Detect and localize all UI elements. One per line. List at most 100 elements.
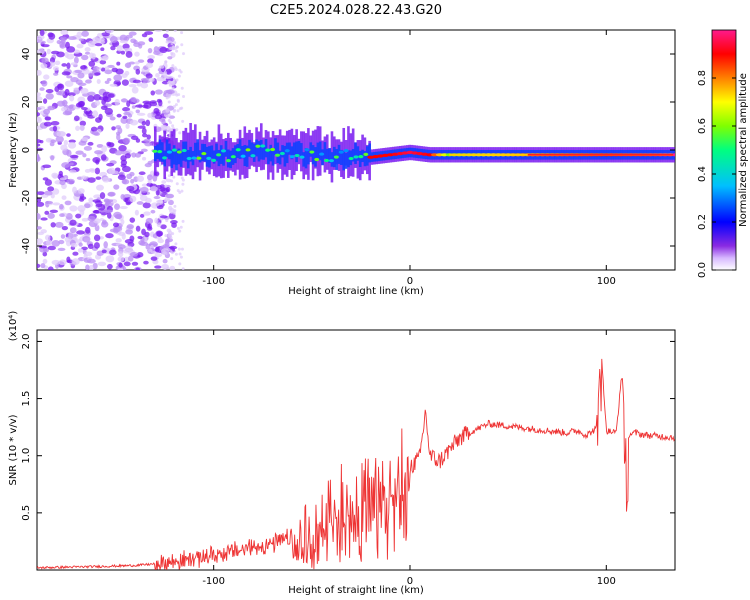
noise-point xyxy=(145,197,152,204)
noise-point xyxy=(174,252,178,256)
noise-point xyxy=(106,162,115,167)
noise-point xyxy=(81,106,88,111)
noise-point xyxy=(43,108,51,115)
signal-band xyxy=(165,139,169,158)
noise-point xyxy=(92,66,97,74)
noise-point xyxy=(164,184,168,188)
noise-point xyxy=(68,231,75,239)
noise-point xyxy=(175,78,179,82)
noise-point xyxy=(167,80,171,84)
noise-point xyxy=(66,133,71,137)
noise-point xyxy=(37,213,41,220)
snr-y-tick-label: 0.5 xyxy=(21,505,32,521)
noise-point xyxy=(120,193,125,200)
signal-band xyxy=(356,146,360,161)
noise-point xyxy=(160,224,167,230)
noise-point xyxy=(85,109,93,117)
noise-point xyxy=(87,91,96,96)
noise-point xyxy=(163,267,167,270)
noise-point xyxy=(135,267,141,270)
noise-point xyxy=(69,162,74,166)
spectrogram-x-tick-label: 0 xyxy=(407,276,413,287)
signal-band xyxy=(328,148,331,163)
noise-point xyxy=(80,87,89,95)
noise-point xyxy=(119,206,128,210)
noise-point xyxy=(60,30,69,36)
noise-point xyxy=(65,41,70,49)
noise-point xyxy=(128,31,137,36)
noise-point xyxy=(59,213,65,218)
noise-point xyxy=(50,222,56,228)
noise-point xyxy=(180,43,184,47)
noise-point xyxy=(43,121,52,127)
noise-point xyxy=(45,239,53,246)
noise-point xyxy=(126,185,135,192)
noise-point xyxy=(88,264,94,270)
noise-point xyxy=(172,211,176,215)
noise-point xyxy=(121,73,128,79)
noise-point xyxy=(46,48,51,55)
noise-point xyxy=(78,140,87,146)
noise-point xyxy=(135,109,140,114)
noise-point xyxy=(86,258,96,264)
signal-core xyxy=(309,150,315,154)
noise-point xyxy=(182,95,186,99)
noise-point xyxy=(165,114,169,118)
noise-point xyxy=(118,251,124,258)
noise-point xyxy=(124,245,133,252)
signal-band xyxy=(264,139,268,158)
noise-point xyxy=(117,244,126,250)
noise-point xyxy=(167,56,173,60)
signal-core xyxy=(225,159,231,163)
noise-point xyxy=(178,107,182,111)
noise-point xyxy=(89,52,94,59)
noise-point xyxy=(85,79,92,84)
signal-core xyxy=(196,156,202,160)
signal-band xyxy=(194,142,197,159)
signal-core xyxy=(167,150,173,154)
noise-point xyxy=(176,109,180,113)
noise-point xyxy=(105,30,114,34)
noise-point xyxy=(178,262,182,266)
signal-band xyxy=(210,145,214,159)
snr-y-axis-label: SNR (10 * v/v) xyxy=(8,414,19,485)
noise-point xyxy=(165,30,169,33)
noise-point xyxy=(45,200,53,205)
noise-point xyxy=(168,93,172,97)
noise-point xyxy=(106,263,113,270)
noise-point xyxy=(88,60,96,67)
noise-point xyxy=(40,217,48,221)
noise-point xyxy=(40,194,49,198)
noise-point xyxy=(58,259,67,266)
signal-halo xyxy=(278,129,282,169)
noise-point xyxy=(44,179,53,186)
noise-point xyxy=(180,247,184,251)
signal-core xyxy=(363,152,369,156)
noise-point xyxy=(92,262,98,270)
noise-point xyxy=(100,154,107,161)
signal-core xyxy=(338,150,344,154)
signal-core xyxy=(440,153,448,157)
noise-point xyxy=(50,139,57,144)
noise-point xyxy=(119,40,128,44)
noise-point xyxy=(67,92,76,97)
noise-point xyxy=(93,242,100,249)
snr-x-tick-label: 0 xyxy=(407,576,413,587)
noise-point xyxy=(127,113,133,118)
noise-point xyxy=(141,183,148,187)
noise-point xyxy=(123,47,133,51)
noise-point xyxy=(111,67,118,73)
noise-point xyxy=(81,217,89,222)
signal-band xyxy=(205,146,209,167)
noise-point xyxy=(141,156,147,161)
noise-point xyxy=(132,98,140,104)
noise-point xyxy=(181,267,185,270)
noise-point xyxy=(114,98,120,106)
signal-band xyxy=(290,146,294,160)
noise-point xyxy=(125,123,130,129)
signal-band xyxy=(161,142,164,162)
noise-point xyxy=(104,66,110,70)
noise-point xyxy=(180,176,184,180)
noise-point xyxy=(81,54,89,61)
noise-point xyxy=(100,105,108,111)
